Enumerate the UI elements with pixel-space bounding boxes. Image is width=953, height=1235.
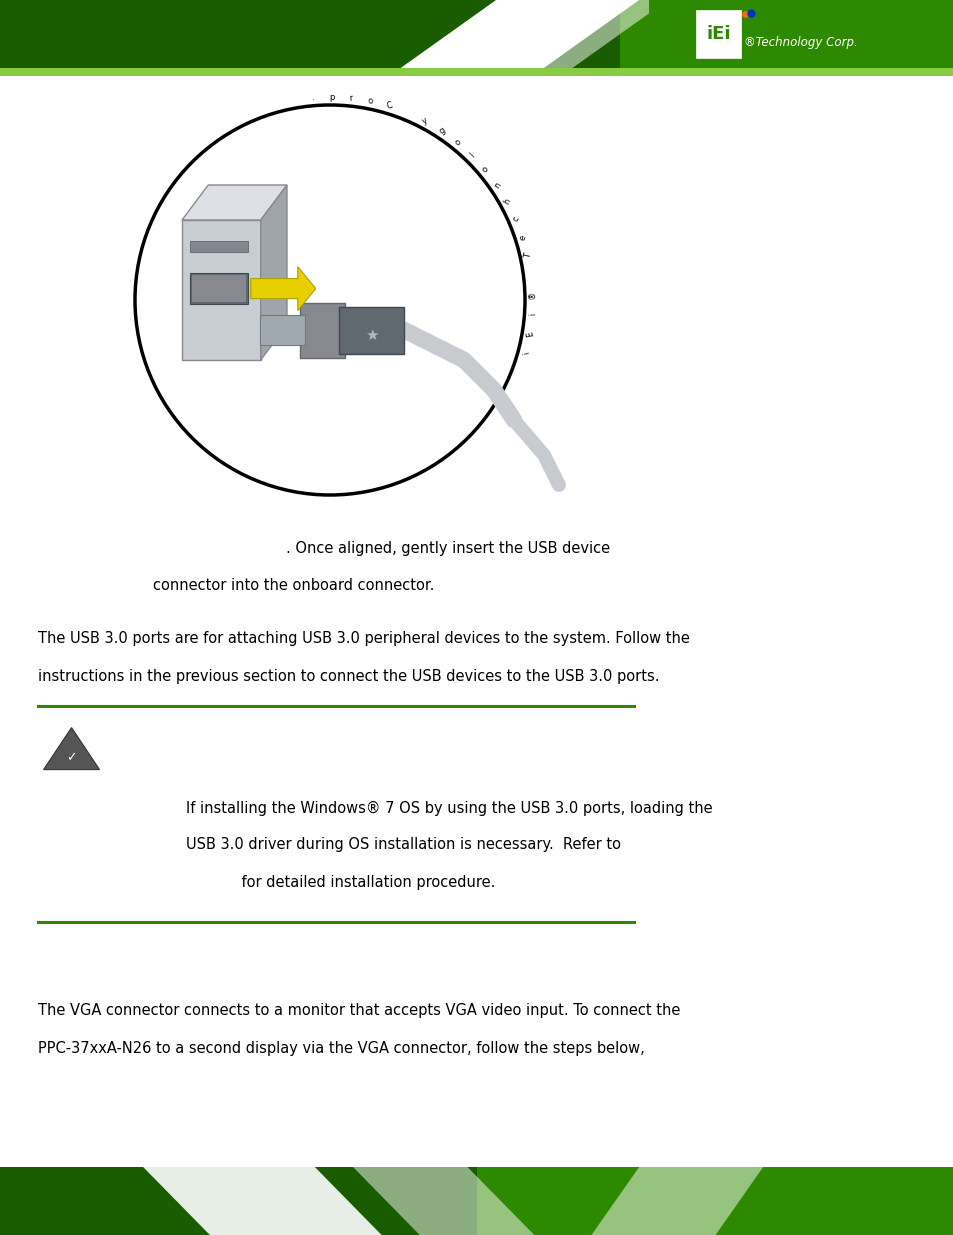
Text: USB 3.0 driver during OS installation is necessary.  Refer to: USB 3.0 driver during OS installation is… bbox=[186, 837, 620, 852]
Polygon shape bbox=[44, 727, 99, 769]
Bar bbox=[190, 273, 248, 304]
Text: PPC-37xxA-N26 to a second display via the VGA connector, follow the steps below,: PPC-37xxA-N26 to a second display via th… bbox=[38, 1041, 644, 1056]
Bar bbox=[0, 1167, 953, 1235]
Text: If installing the Windows® 7 OS by using the USB 3.0 ports, loading the: If installing the Windows® 7 OS by using… bbox=[186, 800, 712, 815]
Text: o: o bbox=[453, 137, 462, 147]
Text: ®Technology Corp.: ®Technology Corp. bbox=[742, 36, 857, 48]
Bar bbox=[190, 241, 248, 252]
Text: o: o bbox=[480, 164, 490, 174]
Circle shape bbox=[135, 105, 524, 495]
Text: c: c bbox=[511, 215, 520, 224]
Text: C: C bbox=[385, 101, 393, 111]
Bar bbox=[0, 0, 619, 68]
Text: n: n bbox=[492, 180, 502, 190]
Polygon shape bbox=[591, 1167, 762, 1235]
Bar bbox=[0, 0, 953, 68]
Text: g: g bbox=[436, 126, 446, 136]
Text: i: i bbox=[527, 312, 537, 316]
Polygon shape bbox=[182, 185, 287, 220]
Bar bbox=[696, 10, 740, 58]
Bar bbox=[0, 1167, 476, 1235]
Bar bbox=[260, 315, 305, 345]
Polygon shape bbox=[260, 185, 287, 359]
Text: o: o bbox=[367, 96, 374, 106]
Text: connector into the onboard connector.: connector into the onboard connector. bbox=[152, 578, 434, 594]
Polygon shape bbox=[353, 1167, 534, 1235]
Text: The USB 3.0 ports are for attaching USB 3.0 peripheral devices to the system. Fo: The USB 3.0 ports are for attaching USB … bbox=[38, 631, 689, 646]
Polygon shape bbox=[400, 0, 639, 68]
Polygon shape bbox=[143, 1167, 381, 1235]
Text: . Once aligned, gently insert the USB device: . Once aligned, gently insert the USB de… bbox=[286, 541, 610, 556]
Bar bbox=[648, 0, 953, 68]
Bar bbox=[338, 308, 403, 353]
Bar bbox=[192, 275, 246, 303]
Text: h: h bbox=[502, 198, 513, 206]
Text: ®: ® bbox=[528, 290, 537, 299]
Text: l: l bbox=[468, 151, 476, 159]
Text: p: p bbox=[329, 93, 335, 101]
Polygon shape bbox=[251, 267, 315, 310]
Text: e: e bbox=[517, 233, 528, 241]
Text: The VGA connector connects to a monitor that accepts VGA video input. To connect: The VGA connector connects to a monitor … bbox=[38, 1003, 679, 1018]
Text: ★: ★ bbox=[364, 327, 378, 342]
Text: T: T bbox=[522, 253, 533, 259]
Text: ✓: ✓ bbox=[66, 752, 77, 764]
Bar bbox=[0, 68, 953, 77]
Text: E: E bbox=[525, 330, 535, 337]
Bar bbox=[299, 303, 345, 358]
Text: i: i bbox=[521, 351, 530, 354]
Text: .: . bbox=[311, 93, 314, 103]
Text: r: r bbox=[349, 94, 353, 103]
Text: for detailed installation procedure.: for detailed installation procedure. bbox=[186, 874, 495, 889]
Polygon shape bbox=[515, 0, 667, 68]
Bar bbox=[182, 220, 260, 359]
Text: y: y bbox=[420, 116, 429, 126]
Text: iEi: iEi bbox=[705, 25, 730, 43]
Text: instructions in the previous section to connect the USB devices to the USB 3.0 p: instructions in the previous section to … bbox=[38, 668, 659, 683]
